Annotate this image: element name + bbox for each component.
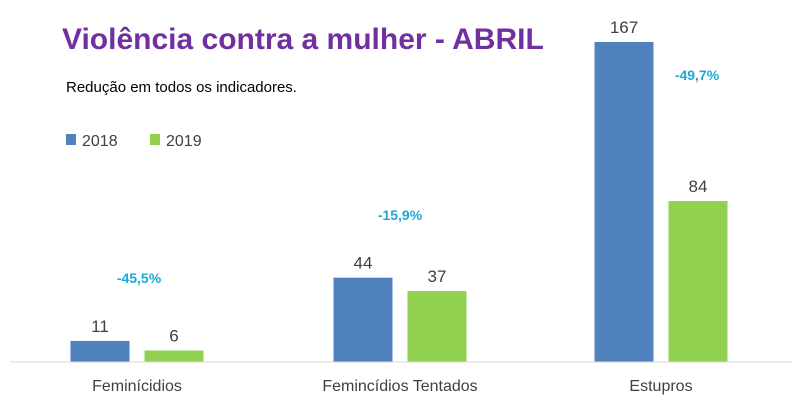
category-label-2: Estupros: [629, 378, 692, 395]
category-label-0: Feminícidios: [92, 378, 182, 395]
legend-swatch-2019: [150, 134, 160, 145]
bar-2018-2: [594, 42, 654, 362]
value-label-2018-0: 11: [91, 317, 109, 336]
value-label-2018-2: 167: [610, 18, 638, 37]
change-label-1: -15,9%: [378, 207, 423, 223]
chart-title: Violência contra a mulher - ABRIL: [62, 23, 544, 56]
value-label-2018-1: 44: [354, 254, 373, 273]
legend-label-2018: 2018: [82, 133, 118, 150]
value-label-2019-1: 37: [428, 267, 447, 286]
category-label-1: Femincídios Tentados: [322, 378, 477, 395]
legend: 2018 2019: [66, 133, 202, 150]
bar-2019-1: [407, 291, 467, 362]
labels-group: 11 6 Feminícidios -45,5% 44 37 Femincídios Ten…: [91, 18, 720, 395]
bar-2019-2: [668, 201, 728, 362]
legend-label-2019: 2019: [166, 133, 202, 150]
change-label-2: -49,7%: [675, 67, 720, 83]
bar-2018-1: [333, 277, 393, 362]
chart-subtitle: Redução em todos os indicadores.: [66, 79, 297, 96]
bar-2019-0: [144, 350, 204, 362]
legend-swatch-2018: [66, 134, 76, 145]
bars-group: [70, 42, 728, 362]
change-label-0: -45,5%: [117, 270, 162, 286]
value-label-2019-0: 6: [169, 327, 178, 346]
value-label-2019-2: 84: [689, 177, 708, 196]
bar-2018-0: [70, 340, 130, 362]
